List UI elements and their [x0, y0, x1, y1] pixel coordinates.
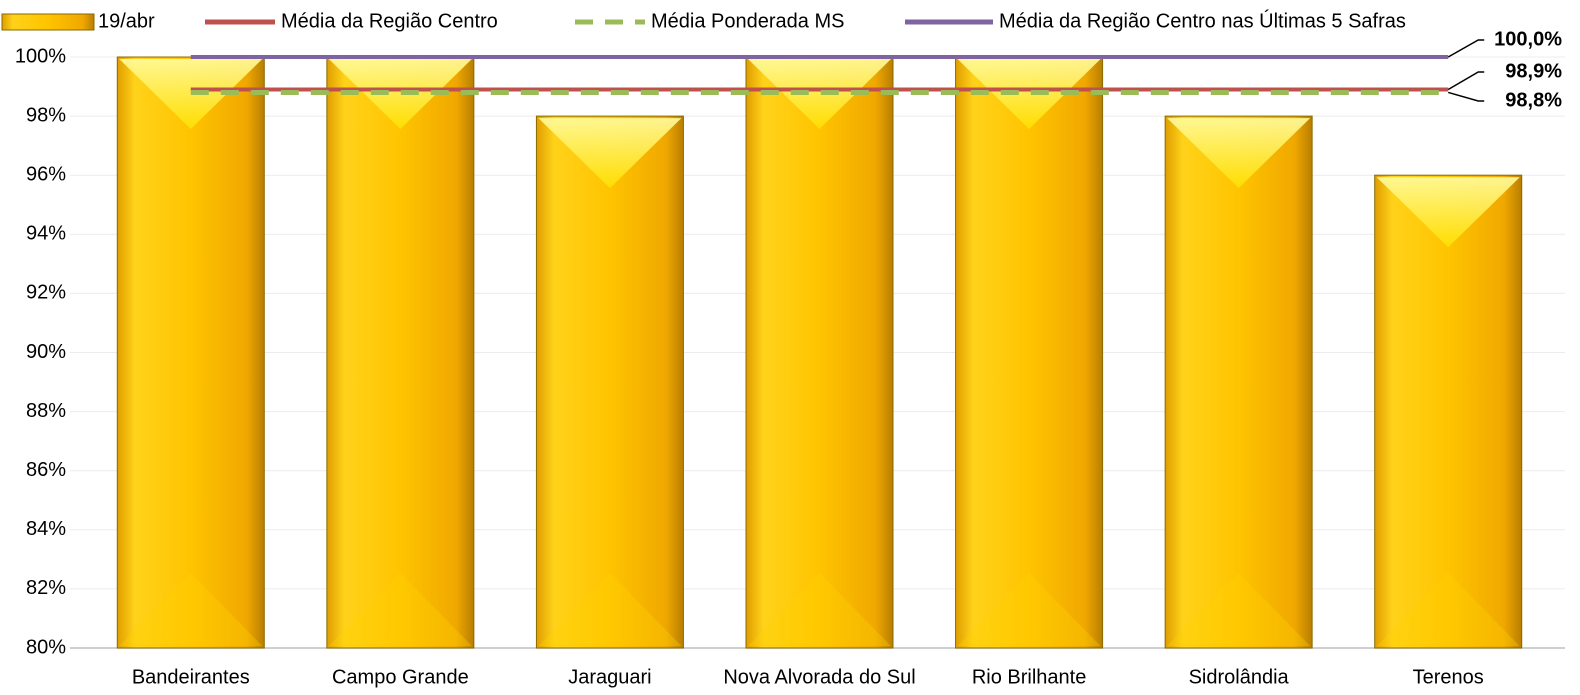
- legend-swatch: [1, 13, 95, 31]
- y-tick-label: 82%: [26, 577, 66, 599]
- y-tick-label: 80%: [26, 636, 66, 658]
- data-label: 100,0%: [1494, 28, 1562, 50]
- bar-bevel-bottom: [957, 573, 1101, 646]
- y-tick-label: 94%: [26, 223, 66, 245]
- bar-bevel-bottom: [748, 573, 891, 646]
- y-tick-label: 84%: [26, 518, 66, 540]
- y-tick-label: 90%: [26, 341, 66, 363]
- y-tick-label: 96%: [26, 163, 66, 185]
- bar-bevel-bottom: [328, 573, 472, 646]
- bar: [326, 56, 475, 649]
- legend-label: Média Ponderada MS: [651, 10, 844, 32]
- bar-bevel: [1167, 118, 1311, 189]
- bar-bevel-bottom: [1376, 573, 1520, 646]
- data-label: 98,8%: [1505, 89, 1562, 111]
- data-label: 98,9%: [1505, 60, 1562, 82]
- leader-line: [1447, 71, 1485, 91]
- bar: [116, 56, 265, 649]
- bar-bevel-bottom: [538, 573, 682, 646]
- bar-bevel: [748, 59, 891, 129]
- bar-bevel: [328, 59, 472, 129]
- y-tick-label: 88%: [26, 400, 66, 422]
- leader-line: [1448, 91, 1485, 102]
- x-tick-label: Bandeirantes: [132, 666, 250, 688]
- x-tick-label: Sidrolândia: [1189, 666, 1290, 688]
- x-tick-label: Jaraguari: [568, 666, 651, 688]
- bar: [955, 56, 1104, 649]
- legend-label: 19/abr: [98, 10, 155, 32]
- bar-bevel: [1376, 177, 1520, 248]
- bar: [535, 115, 684, 649]
- x-tick-label: Nova Alvorada do Sul: [723, 666, 915, 688]
- y-tick-label: 86%: [26, 459, 66, 481]
- bar: [745, 56, 894, 649]
- bar: [1164, 115, 1313, 649]
- bar: [1374, 174, 1523, 649]
- leader-line: [1447, 39, 1485, 58]
- bar-bevel-bottom: [1167, 573, 1311, 646]
- x-tick-label: Rio Brilhante: [972, 666, 1087, 688]
- x-tick-label: Campo Grande: [332, 666, 469, 688]
- legend-label: Média da Região Centro nas Últimas 5 Saf…: [999, 9, 1406, 32]
- bar-bevel: [119, 59, 263, 129]
- bar-bevel: [538, 118, 682, 189]
- x-tick-label: Terenos: [1413, 666, 1484, 688]
- y-tick-label: 98%: [26, 104, 66, 126]
- bar-bevel-bottom: [119, 573, 263, 646]
- y-tick-label: 100%: [15, 45, 66, 67]
- bar-bevel: [957, 59, 1101, 129]
- y-tick-label: 92%: [26, 282, 66, 304]
- legend-label: Média da Região Centro: [281, 10, 498, 32]
